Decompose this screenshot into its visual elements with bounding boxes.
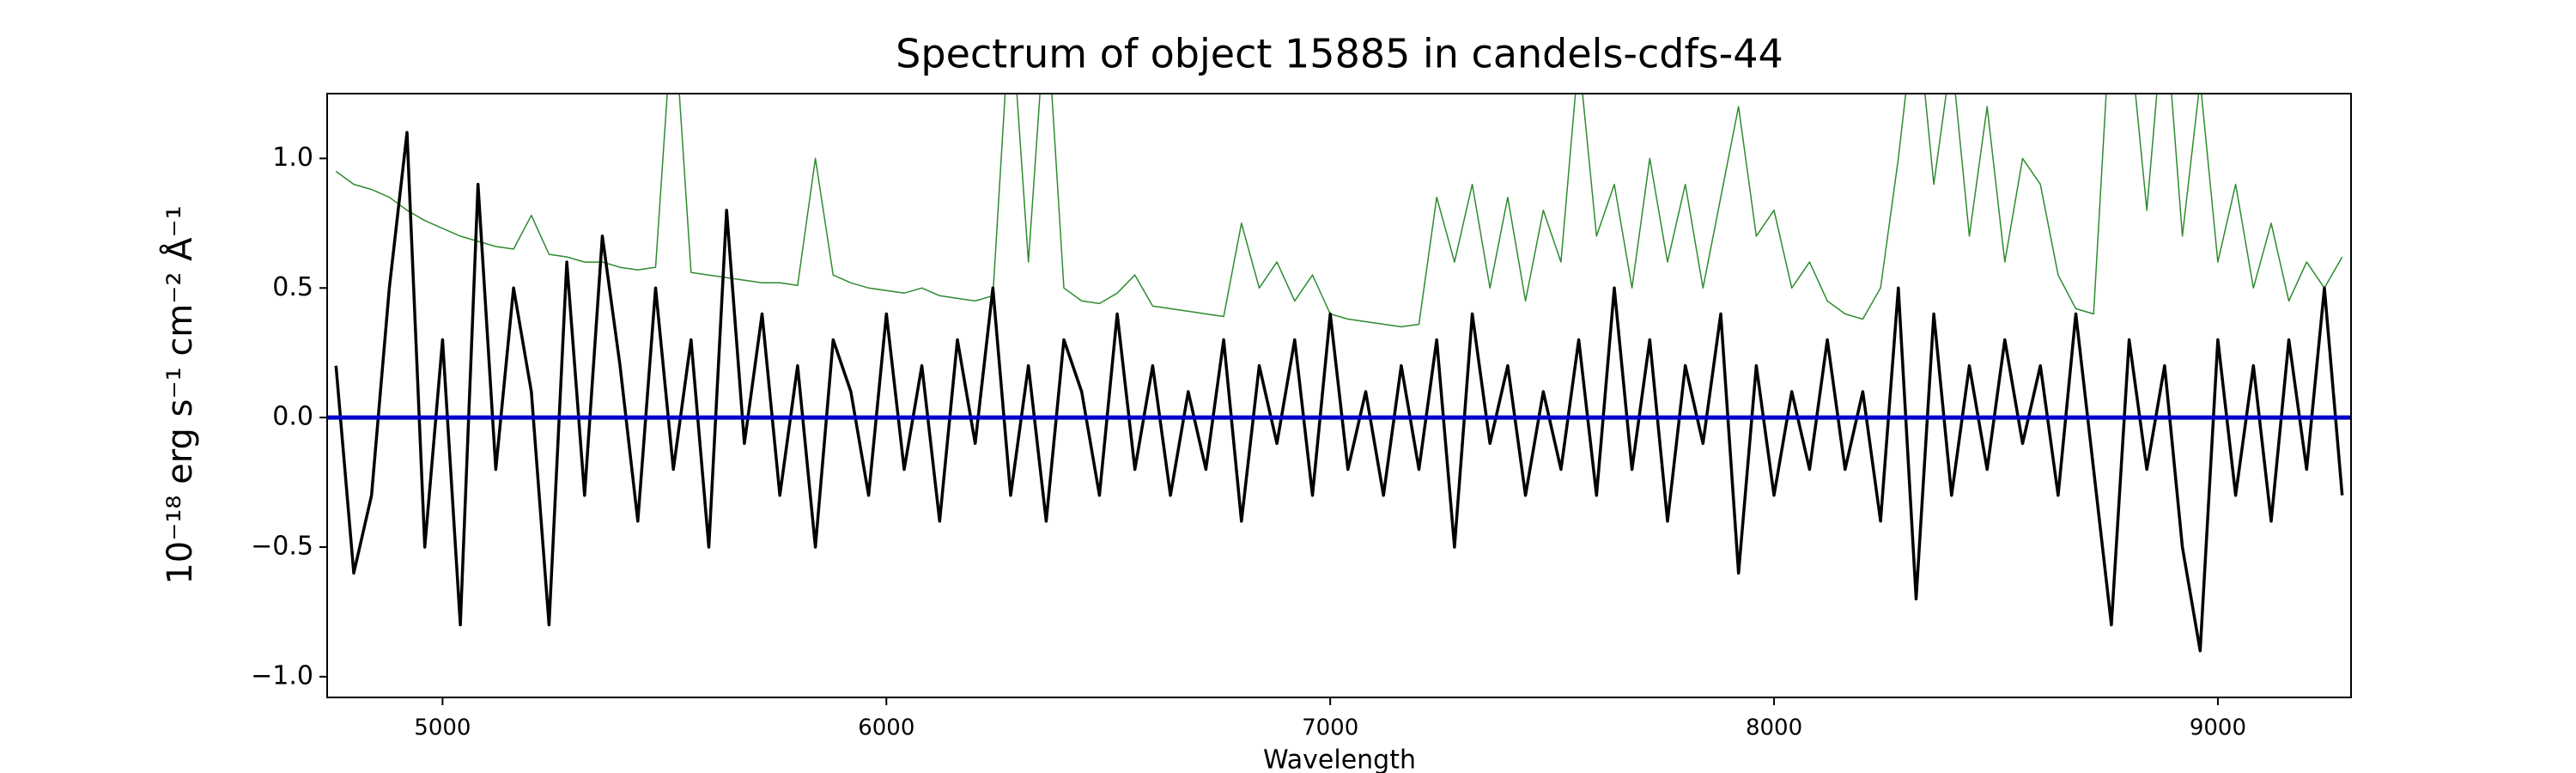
y-axis-label: 10⁻¹⁸ erg s⁻¹ cm⁻² Å⁻¹ [159,205,200,584]
spectrum-line [334,131,2344,653]
axes-frame [326,93,2352,698]
x-tick-label: 9000 [2190,715,2246,741]
plot-area [327,94,2351,653]
x-axis-label: Wavelength [1263,746,1416,773]
y-tick-label: −1.0 [251,660,313,691]
y-tick-label: 0.0 [272,402,313,432]
y-tick-label: 0.5 [272,272,313,302]
x-tick-label: 5000 [414,715,471,741]
x-tick-label: 8000 [1746,715,1802,741]
y-tick-label: −0.5 [251,532,313,562]
x-tick-label: 7000 [1302,715,1358,741]
y-tick-label: 1.0 [272,143,313,173]
chart-title: Spectrum of object 15885 in candels-cdfs… [896,31,1783,77]
spectrum-line [335,94,2343,328]
x-tick-label: 6000 [858,715,914,741]
